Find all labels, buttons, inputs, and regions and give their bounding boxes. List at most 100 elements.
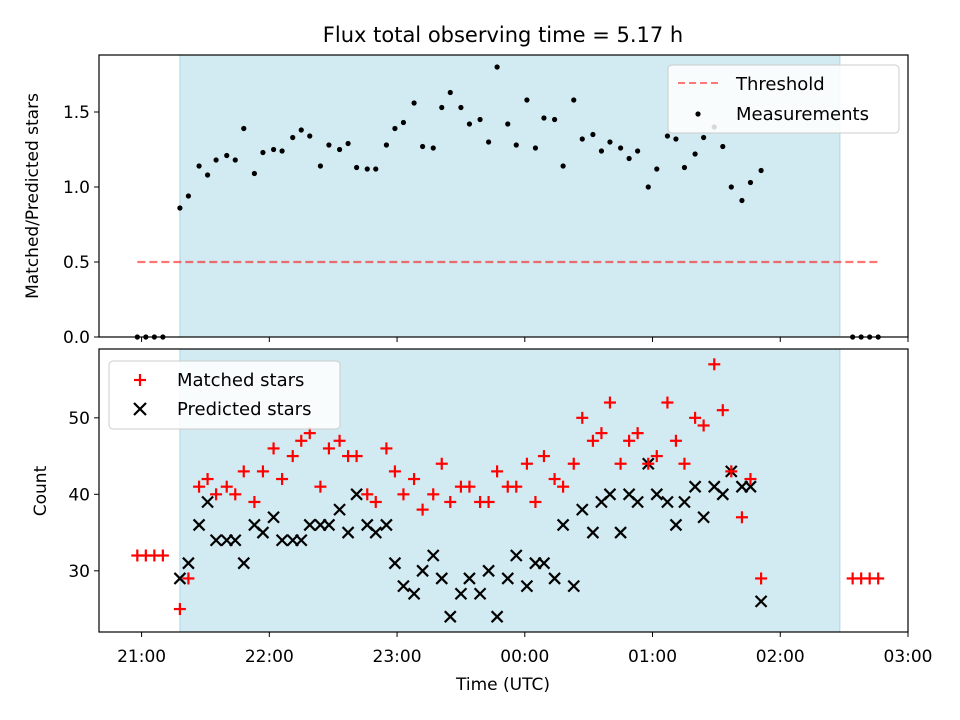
matched-point <box>872 572 885 585</box>
measurement-point <box>383 142 390 148</box>
legend-matched-label: Matched stars <box>177 370 304 391</box>
measurement-point <box>513 142 519 148</box>
predicted-point <box>380 518 393 532</box>
predicted-point <box>567 579 581 593</box>
measurement-point <box>466 121 473 127</box>
matched-point <box>520 457 533 470</box>
legend-threshold-label: Threshold <box>735 74 825 95</box>
bottom-y-ticks: 30 40 50 <box>68 409 99 582</box>
measurement-point <box>626 155 632 162</box>
matched-point <box>156 549 169 562</box>
predicted-point <box>350 488 363 501</box>
predicted-point <box>575 503 589 516</box>
measurement-point <box>224 152 230 159</box>
matched-point <box>567 457 580 470</box>
predicted-point <box>669 518 683 532</box>
predicted-point <box>548 572 561 585</box>
x-tick-label: 21:00 <box>117 647 166 667</box>
matched-point <box>708 358 721 371</box>
top-y-ticks: 0.0 0.5 1.0 1.5 <box>63 103 99 348</box>
measurement-point <box>290 134 296 141</box>
predicted-point <box>407 587 421 601</box>
matched-point <box>482 495 495 508</box>
matched-point <box>322 442 335 455</box>
axes-frame-bottom <box>98 348 909 633</box>
matched-point <box>557 480 570 493</box>
matched-point <box>276 473 289 486</box>
measurement-point <box>400 119 407 126</box>
predicted-point <box>650 488 664 501</box>
measurement-point <box>477 116 483 123</box>
legend-measurements-swatch <box>695 111 701 117</box>
predicted-point <box>388 556 402 570</box>
legend-bottom: Matched stars Predicted stars <box>108 360 341 430</box>
y-tick-label: 1.5 <box>63 103 90 123</box>
matched-point <box>755 572 768 585</box>
matched-point <box>193 480 206 493</box>
predicted-point <box>688 480 702 493</box>
predicted-point <box>416 564 429 578</box>
measurement-point <box>617 145 624 151</box>
legend-predicted-swatch <box>133 402 147 416</box>
predicted-point <box>294 533 308 547</box>
matched-point <box>678 457 691 470</box>
measurement-point <box>728 184 734 190</box>
matched-point <box>229 488 242 501</box>
y-tick-label: 50 <box>68 409 90 429</box>
matched-point <box>548 473 561 486</box>
measurement-point <box>747 179 754 186</box>
matched-point <box>380 442 393 455</box>
matched-point <box>642 457 655 470</box>
measurement-point <box>579 136 585 142</box>
x-axis-label: Time (UTC) <box>455 675 550 695</box>
matched-point <box>286 450 299 463</box>
matched-point <box>201 473 214 486</box>
measurement-point <box>196 163 202 169</box>
predicted-point <box>275 533 289 547</box>
x-tick-label: 02:00 <box>756 647 805 667</box>
matched-point <box>248 495 261 508</box>
matched-point <box>333 434 346 447</box>
measurement-point <box>560 163 566 169</box>
y-tick-label: 40 <box>68 485 90 505</box>
predicted-point <box>586 526 600 539</box>
legend-matched-swatch <box>134 374 146 386</box>
predicted-point <box>678 495 691 509</box>
predicted-point <box>369 526 383 539</box>
measurement-point <box>411 100 417 106</box>
predicted-point <box>192 518 206 532</box>
measurement-point <box>571 97 577 103</box>
matched-point <box>444 495 457 508</box>
measurement-point <box>692 151 698 157</box>
measurement-point <box>307 133 313 139</box>
measurement-point <box>336 146 343 153</box>
measurement-point <box>532 145 539 151</box>
predicted-point <box>697 510 710 524</box>
matched-point <box>388 465 401 478</box>
matched-point <box>182 572 195 585</box>
measurement-point <box>494 64 500 70</box>
predicted-point <box>716 488 730 501</box>
predicted-point <box>537 556 551 570</box>
bottom-y-axis-label: Count <box>31 465 51 516</box>
predicted-point <box>744 480 757 493</box>
matched-point <box>586 434 599 447</box>
top-series-layer <box>134 64 881 340</box>
predicted-point <box>661 495 674 509</box>
measurement-point <box>720 143 726 150</box>
flux-ratio-panel: 0.0 0.5 1.0 1.5 Matched/Predicted stars Thr… <box>23 54 909 348</box>
y-tick-label: 1.0 <box>63 178 90 198</box>
matched-point <box>435 457 448 470</box>
matched-point <box>661 396 674 409</box>
matched-point <box>369 495 382 508</box>
measurement-point <box>298 127 304 133</box>
matched-point <box>256 465 269 478</box>
matched-point <box>267 442 280 455</box>
matched-point <box>397 488 410 501</box>
matched-point <box>350 450 363 463</box>
matched-point <box>295 434 308 447</box>
predicted-point <box>201 495 214 509</box>
measurement-point <box>317 163 324 169</box>
matched-point <box>689 411 702 424</box>
